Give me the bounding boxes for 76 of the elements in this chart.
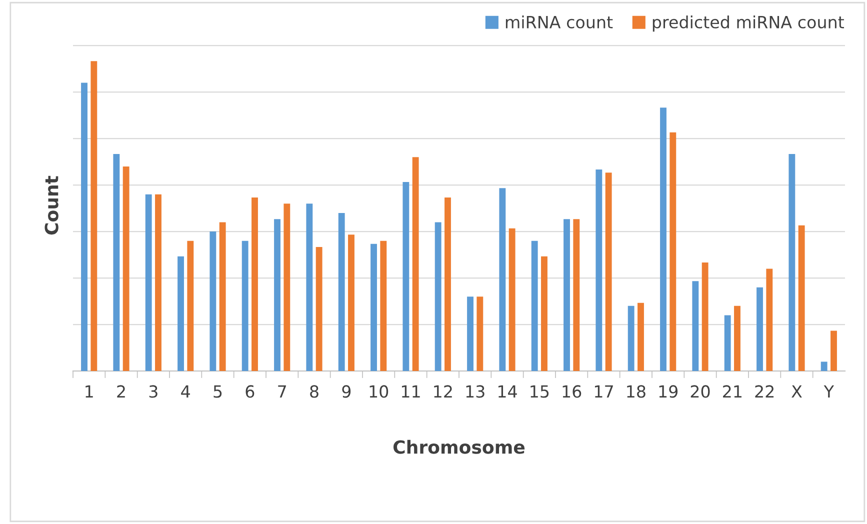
x-tick-label: 13	[466, 385, 484, 398]
bar	[508, 228, 516, 371]
bar	[820, 362, 828, 371]
bar	[412, 157, 419, 371]
bar	[370, 244, 377, 371]
bar	[284, 204, 290, 371]
bar	[605, 172, 612, 371]
bar	[476, 296, 484, 371]
x-axis-title: Chromosome	[393, 440, 525, 454]
bar	[499, 188, 506, 371]
x-tick-label: 6	[246, 385, 254, 398]
bar	[734, 306, 740, 371]
bar	[402, 182, 410, 371]
x-tick-label: 12	[434, 385, 452, 398]
bar	[531, 240, 538, 371]
x-tick-label: 2	[117, 385, 125, 398]
bar	[338, 212, 345, 371]
x-tick-label: 20	[690, 385, 710, 398]
bar	[766, 268, 773, 371]
bar	[81, 82, 88, 371]
bar	[219, 222, 226, 371]
bar	[155, 194, 162, 371]
x-tick-label: 8	[310, 385, 318, 398]
bar	[434, 222, 442, 371]
bar	[541, 256, 548, 371]
x-tick-label: 17	[594, 385, 613, 398]
x-tick-label: 15	[530, 385, 549, 398]
bar	[724, 315, 731, 371]
bar	[638, 302, 644, 371]
x-tick-label: 9	[342, 385, 351, 398]
x-tick-label: 21	[723, 385, 742, 398]
bar	[596, 170, 602, 371]
bar	[692, 281, 699, 371]
bar	[830, 330, 837, 371]
x-tick-label: 3	[149, 385, 158, 398]
x-tick-label: 7	[278, 385, 286, 398]
bar	[788, 154, 796, 371]
bar	[145, 194, 152, 371]
bar	[756, 287, 763, 371]
bar	[178, 256, 184, 371]
x-tick-label: 11	[402, 385, 420, 398]
x-tick-label: 14	[498, 385, 517, 398]
bar	[670, 132, 676, 371]
bar	[380, 240, 387, 371]
bar	[242, 240, 248, 371]
x-tick-label: 5	[214, 385, 222, 398]
x-tick-label: Y	[824, 385, 834, 398]
x-tick-label: 10	[370, 385, 388, 398]
bar	[316, 247, 322, 371]
bar	[274, 219, 280, 371]
bar	[90, 61, 98, 371]
x-tick-label: 22	[755, 385, 774, 398]
bar	[467, 296, 474, 371]
bar	[444, 197, 451, 371]
y-axis-title: Count	[44, 176, 58, 235]
bar	[573, 219, 580, 371]
x-tick-label: 19	[659, 385, 678, 398]
bar	[798, 225, 805, 371]
bar	[564, 219, 570, 371]
x-tick-label: 16	[562, 385, 582, 398]
x-tick-label: 4	[181, 385, 190, 398]
bar	[660, 108, 666, 371]
bar	[306, 204, 313, 371]
legend-label: miRNA count	[506, 16, 613, 28]
x-tick-label: 18	[627, 385, 646, 398]
bar	[187, 240, 194, 371]
bar	[348, 234, 354, 371]
bar	[210, 232, 216, 371]
bar	[122, 166, 130, 371]
x-tick-label: 1	[86, 385, 93, 398]
x-tick-label: X	[792, 385, 802, 398]
bar	[252, 197, 258, 371]
bar	[113, 154, 120, 371]
legend-label: predicted miRNA count	[652, 16, 844, 32]
bar	[628, 306, 634, 371]
bar	[702, 262, 708, 371]
